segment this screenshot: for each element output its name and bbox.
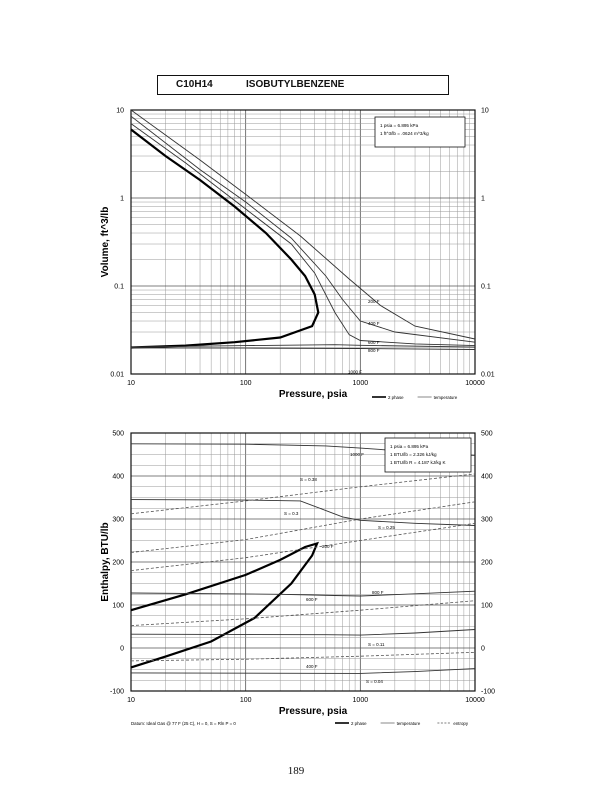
conversion-box xyxy=(374,116,466,148)
series-line-two_phase xyxy=(130,128,320,349)
legend-label: temperature xyxy=(397,721,421,726)
y-tick-label: 0.1 xyxy=(114,284,124,291)
curve-annotation: 1000 F xyxy=(348,370,362,375)
conversion-text: 1 BTU/lb R = 4.187 kJ/kg K xyxy=(390,460,446,465)
curve-annotation: 1000 F xyxy=(350,452,364,457)
x-tick-label: 1000 xyxy=(353,697,369,704)
x-tick-label: 10 xyxy=(127,380,135,387)
conversion-text: 1 psia = 6.895 kPa xyxy=(390,444,429,449)
series-line-isotherm xyxy=(130,668,476,674)
series-line-entropy xyxy=(130,501,476,553)
y-tick-label-right: 0.01 xyxy=(481,372,495,379)
y-tick-label-right: 300 xyxy=(481,517,493,524)
x-tick-label: 10000 xyxy=(465,697,485,704)
conversion-text: 1 BTU/lb = 2.326 kJ/kg xyxy=(390,452,437,457)
y-tick-label: 100 xyxy=(112,603,124,610)
title-box: C10H14 ISOBUTYLBENZENE xyxy=(157,75,449,95)
x-tick-label: 100 xyxy=(240,697,252,704)
curve-annotation: 800 F xyxy=(372,590,384,595)
conversion-box xyxy=(384,437,472,473)
series-line-entropy xyxy=(130,473,476,515)
curve-annotation: 400 F xyxy=(306,664,318,669)
y-tick-label: 300 xyxy=(112,517,124,524)
legend-label: 2 phase xyxy=(351,721,367,726)
series-line-isotherm xyxy=(130,499,476,526)
plot-frame xyxy=(130,432,476,692)
footnote: Datum: Ideal Gas @ 77 F (25 C), H = 0, S… xyxy=(131,721,236,726)
compound-name: ISOBUTYLBENZENE xyxy=(246,79,345,90)
y-tick-label: 0 xyxy=(120,646,124,653)
y-tick-label-right: 0 xyxy=(481,646,485,653)
compound-formula: C10H14 xyxy=(176,79,213,90)
series-line-isotherm xyxy=(130,123,476,347)
series-line-isotherm xyxy=(130,109,476,340)
curve-annotation: 600 F xyxy=(306,597,318,602)
x-axis-label: Pressure, psia xyxy=(279,389,348,400)
x-tick-label: 1000 xyxy=(353,380,369,387)
y-tick-label-right: 0.1 xyxy=(481,284,491,291)
series-line-isotherm xyxy=(130,344,476,348)
plot-frame xyxy=(130,109,476,375)
legend-label: 2 phase xyxy=(388,395,404,400)
series-line-isotherm xyxy=(130,629,476,636)
y-tick-label: 1 xyxy=(120,196,124,203)
series-line-entropy xyxy=(130,651,476,662)
legend-label: temperature xyxy=(434,395,458,400)
y-axis-label: Volume, ft^3/lb xyxy=(100,207,111,278)
series-line-isotherm xyxy=(130,590,476,597)
conversion-text: 1 psia = 6.895 kPa xyxy=(380,123,419,128)
series-line-two_phase xyxy=(130,541,319,669)
y-tick-label: 10 xyxy=(116,108,124,115)
y-tick-label-right: 100 xyxy=(481,603,493,610)
y-tick-label: 0.01 xyxy=(110,372,124,379)
curve-annotation: 200 F xyxy=(368,299,380,304)
curve-annotation: S = 0.11 xyxy=(368,642,385,647)
curve-annotation: 600 F xyxy=(368,340,380,345)
y-tick-label: -100 xyxy=(110,689,124,696)
y-tick-label: 400 xyxy=(112,474,124,481)
series-line-isotherm xyxy=(130,115,476,343)
y-tick-label-right: 1 xyxy=(481,196,485,203)
y-tick-label: 200 xyxy=(112,560,124,567)
x-tick-label: 10 xyxy=(127,697,135,704)
legend-label: entropy xyxy=(453,721,468,726)
y-tick-label: 500 xyxy=(112,431,124,438)
y-tick-label-right: 500 xyxy=(481,431,493,438)
x-tick-label: 100 xyxy=(240,380,252,387)
series-line-isotherm xyxy=(130,347,476,350)
curve-annotation: S = 0.38 xyxy=(300,477,317,482)
x-axis-label: Pressure, psia xyxy=(279,706,348,717)
curve-annotation: 400 F xyxy=(368,321,380,326)
conversion-text: 1 ft^3/lb = .0624 m^3/kg xyxy=(380,131,429,136)
page-number: 189 xyxy=(287,765,305,777)
series-line-entropy xyxy=(130,600,476,626)
y-tick-label-right: -100 xyxy=(481,689,495,696)
y-tick-label-right: 200 xyxy=(481,560,493,567)
y-tick-label-right: 10 xyxy=(481,108,489,115)
series-line-entropy xyxy=(130,522,476,571)
curve-annotation: S = 0.25 xyxy=(378,525,395,530)
x-tick-label: 10000 xyxy=(465,380,485,387)
curve-annotation: 200 F xyxy=(322,544,334,549)
y-axis-label: Enthalpy, BTU/lb xyxy=(100,522,111,601)
curve-annotation: S = 0.3 xyxy=(284,511,299,516)
curve-annotation: S = 0.04 xyxy=(366,679,383,684)
curve-annotation: 800 F xyxy=(368,348,380,353)
y-tick-label-right: 400 xyxy=(481,474,493,481)
